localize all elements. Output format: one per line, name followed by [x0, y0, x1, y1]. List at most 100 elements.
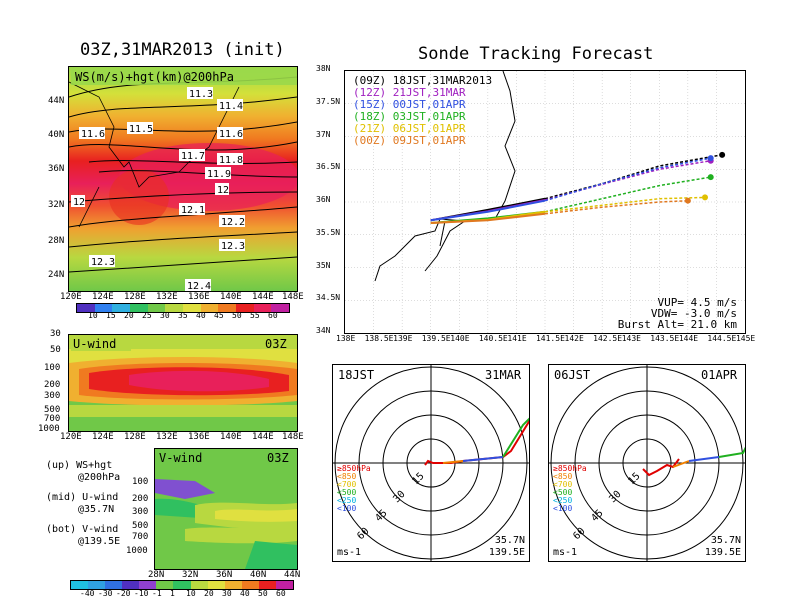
lat-tick: 44N [48, 96, 65, 106]
cb-tick: 50 [258, 589, 268, 598]
lon-tick: 124E [92, 432, 114, 442]
ring-label: 45 [373, 508, 389, 524]
contour-label: 12.2 [221, 217, 245, 228]
right-title: Sonde Tracking Forecast [418, 44, 654, 64]
hodo-legend-item: <850 [337, 472, 356, 481]
lat-tick: 40N [48, 130, 65, 140]
launch-jst: 00JST,01APR [386, 98, 466, 111]
lon-tick: 128E [124, 292, 146, 302]
lat-tick: 40N [250, 570, 267, 580]
lat-tick: 34N [316, 326, 331, 335]
cb-tick: 25 [142, 311, 152, 320]
ws-colorbar [76, 303, 290, 313]
p-tick: 500 [132, 521, 149, 531]
hodo2-unit: ms-1 [553, 547, 577, 558]
cb-tick: 60 [276, 589, 286, 598]
launch-legend-item: (18Z) 03JST,01APR [353, 111, 492, 123]
lon-tick: 148E [282, 432, 304, 442]
ring-label: 45 [589, 508, 605, 524]
ring-label: 60 [355, 526, 371, 542]
lat-tick: 36.5N [316, 162, 341, 172]
launch-legend-item: (15Z) 00JST,01APR [353, 99, 492, 111]
u-wind-time: 03Z [265, 337, 287, 351]
contour-label: 12.4 [187, 281, 211, 291]
lon-tick: 148E [282, 292, 304, 302]
cb-tick: 40 [240, 589, 250, 598]
lon-tick: 140.5E [478, 334, 508, 343]
lat-tick: 28N [148, 570, 165, 580]
track-line-descent [544, 199, 688, 215]
lon-tick: 136E [188, 292, 210, 302]
hodo-legend-item: <500 [337, 488, 356, 497]
hodograph-1-svg: 15 30 45 60 18JST 31MAR ms-1 35.7N 139.5… [333, 365, 529, 561]
track-line-ascent [430, 212, 546, 224]
cb-tick: 20 [204, 589, 214, 598]
vup-text: VUP= 4.5 m/s [657, 296, 737, 309]
contour-label: 11.8 [219, 155, 243, 166]
p-tick: 1000 [38, 424, 60, 434]
lat-tick: 38N [316, 64, 331, 73]
lat-tick: 36N [216, 570, 233, 580]
launch-utc: (18Z) [353, 110, 387, 123]
lon-tick: 145E [735, 334, 756, 343]
lat-tick: 34.5N [316, 293, 341, 303]
lon-tick: 141E [507, 334, 527, 343]
v-wind-svg: V-wind 03Z [155, 449, 297, 569]
lon-tick: 142E [564, 334, 584, 343]
u-wind-label: U-wind [73, 337, 116, 351]
cb-tick: -40 [80, 589, 95, 598]
p-tick: 300 [132, 507, 149, 517]
left-title: 03Z,31MAR2013 (init) [80, 40, 285, 60]
launch-jst: 06JST,01APR [386, 122, 466, 135]
lon-tick: 140E [450, 334, 470, 343]
lat-tick: 24N [48, 270, 65, 280]
hodo-legend-item: <250 [553, 496, 572, 505]
lon-tick: 140E [220, 292, 242, 302]
lon-tick: 120E [60, 432, 82, 442]
lat-tick: 28N [48, 236, 65, 246]
contour-label: 12.3 [91, 257, 115, 268]
hodo-legend-item: <250 [337, 496, 356, 505]
ring-label: 30 [607, 489, 623, 505]
lat-tick: 37.5N [316, 96, 341, 106]
v-wind-label: V-wind [159, 451, 202, 465]
legend-line: (mid) U-wind [46, 492, 119, 503]
legend-line: (up) WS+hgt [46, 460, 113, 471]
contour-label: 12.1 [181, 205, 205, 216]
lat-tick: 32N [182, 570, 199, 580]
hodo-legend-item: <100 [553, 504, 572, 513]
launch-jst: 21JST,31MAR [386, 86, 466, 99]
lat-tick: 44N [284, 570, 301, 580]
hodo1-time: 18JST [338, 368, 374, 382]
hodograph-2: 15 30 45 60 06JST 01APR ms-1 35.7N 139.5… [548, 364, 746, 562]
cb-tick: 40 [196, 311, 206, 320]
cb-tick: -30 [98, 589, 113, 598]
lon-tick: 120E [60, 292, 82, 302]
track-line-descent [544, 159, 711, 201]
u-wind-panel: U-wind 03Z [68, 334, 298, 432]
track-map-panel: (09Z) 18JST,31MAR2013 (12Z) 21JST,31MAR (1… [344, 70, 746, 334]
track-line-descent [544, 176, 711, 213]
hodo-legend-item: <700 [553, 480, 572, 489]
launch-legend-item: (00Z) 09JST,01APR [353, 135, 492, 147]
lon-tick: 138E [336, 334, 356, 343]
p-tick: 500 [44, 405, 61, 415]
cb-tick: 30 [160, 311, 170, 320]
landing-point [684, 197, 691, 204]
launch-utc: (15Z) [353, 98, 387, 111]
contour-label: 12 [73, 197, 85, 208]
p-tick: 200 [132, 494, 149, 504]
hodo-legend-item: ≥850hPa [337, 464, 371, 473]
launch-utc: (21Z) [353, 122, 387, 135]
cb-tick: -1 [152, 589, 162, 598]
hodo2-lat: 35.7N [711, 535, 741, 546]
launch-jst: 09JST,01APR [386, 134, 466, 147]
cb-tick: 20 [124, 311, 134, 320]
track-line-descent [544, 196, 706, 213]
contour-label: 11.9 [207, 169, 231, 180]
hodo-legend-item: ≥850hPa [553, 464, 587, 473]
lon-tick: 140E [220, 432, 242, 442]
hodo-legend-item: <100 [337, 504, 356, 513]
ring-label: 30 [391, 489, 407, 505]
hodo2-date: 01APR [701, 368, 738, 382]
